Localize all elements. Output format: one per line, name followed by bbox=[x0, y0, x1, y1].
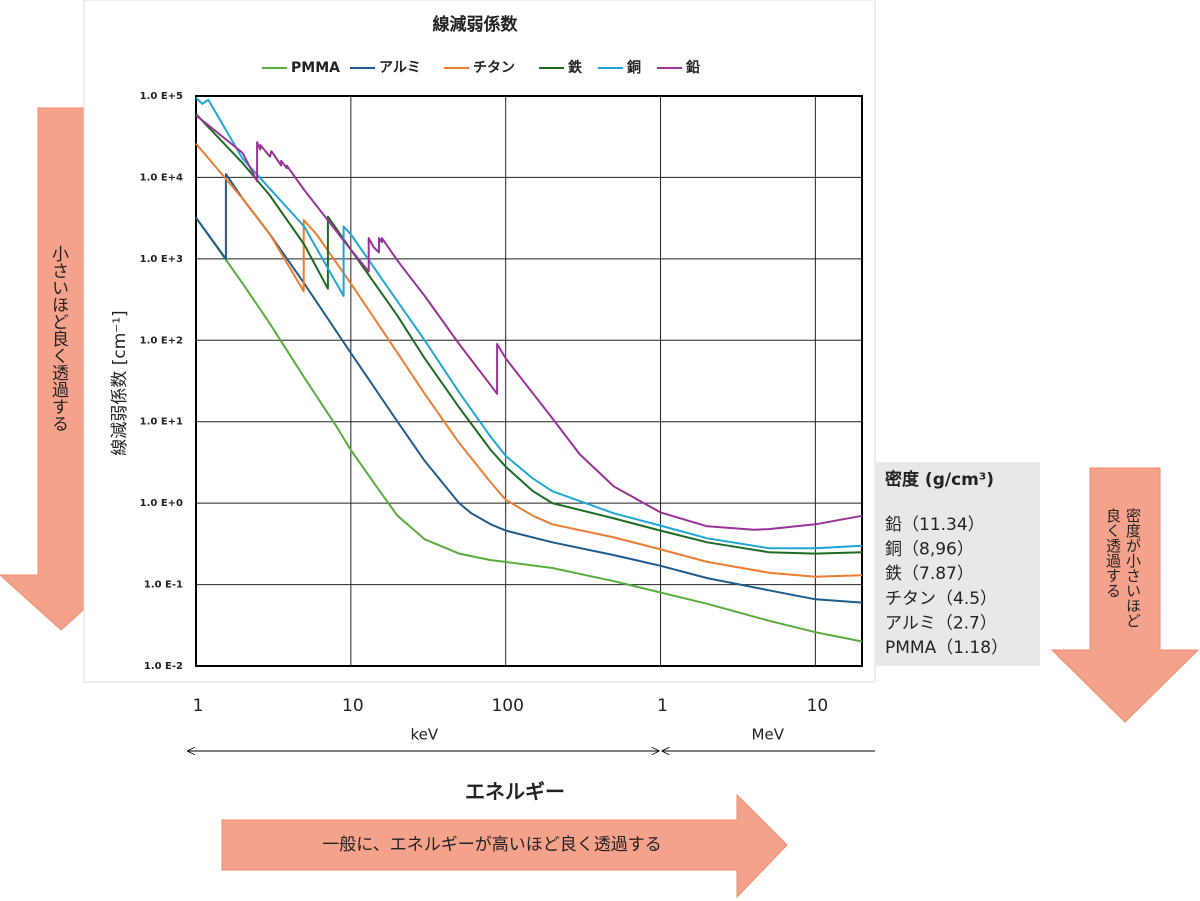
legend-label: 鉛 bbox=[686, 59, 700, 76]
x-axis-label: エネルギー bbox=[465, 780, 565, 804]
x-tick-label: 1 bbox=[193, 696, 204, 716]
y-tick-label: 1.0 E+2 bbox=[140, 335, 183, 346]
y-tick-label: 1.0 E+4 bbox=[140, 172, 183, 183]
bottom-arrow-text: 一般に、エネルギーが高いほど良く透過する bbox=[322, 835, 662, 855]
unit-label: MeV bbox=[752, 726, 785, 744]
series-line bbox=[195, 97, 863, 550]
right-arrow-text: 密度が小さいほど良く透過する bbox=[1104, 508, 1142, 628]
plot-border bbox=[195, 95, 863, 667]
x-tick-label: 10 bbox=[342, 696, 364, 716]
y-tick-label: 1.0 E-1 bbox=[144, 580, 183, 591]
x-tick-label: 1 bbox=[657, 696, 668, 716]
y-tick-label: 1.0 E+5 bbox=[140, 91, 183, 102]
series-line bbox=[195, 113, 863, 555]
chart-frame bbox=[83, 0, 876, 683]
density-item: 鉄（7.87） bbox=[885, 564, 974, 584]
density-item: PMMA（1.18） bbox=[885, 638, 1008, 658]
density-item: 鉛（11.34） bbox=[885, 515, 985, 535]
bottom-arrow bbox=[221, 793, 788, 899]
density-item: チタン（4.5） bbox=[885, 589, 997, 609]
y-tick-label: 1.0 E-2 bbox=[144, 661, 183, 672]
right-arrow bbox=[1050, 467, 1200, 723]
legend-label: アルミ bbox=[379, 60, 421, 76]
density-title: 密度 (g/cm³) bbox=[885, 469, 994, 490]
legend-label: 鉄 bbox=[568, 59, 583, 76]
legend-label: 銅 bbox=[627, 59, 641, 76]
density-item: 銅（8,96） bbox=[885, 540, 974, 560]
x-tick-label: 10 bbox=[807, 696, 829, 716]
unit-label: keV bbox=[410, 726, 438, 744]
density-item: アルミ（2.7） bbox=[885, 613, 997, 633]
x-tick-label: 100 bbox=[491, 696, 523, 716]
chart-title: 線減弱係数 bbox=[433, 14, 519, 35]
y-tick-label: 1.0 E+0 bbox=[140, 498, 183, 509]
legend-label: PMMA bbox=[291, 60, 340, 76]
y-axis-label: 線減弱係数 [cm⁻¹] bbox=[110, 310, 130, 455]
series-line bbox=[195, 114, 863, 531]
left-arrow-text: 小さいほど良く透過する bbox=[48, 245, 68, 432]
y-tick-label: 1.0 E+3 bbox=[140, 254, 183, 265]
legend-label: チタン bbox=[473, 60, 515, 76]
y-tick-label: 1.0 E+1 bbox=[140, 417, 183, 428]
series-line bbox=[195, 142, 863, 578]
density-box bbox=[876, 462, 1040, 666]
series-line bbox=[195, 217, 863, 643]
